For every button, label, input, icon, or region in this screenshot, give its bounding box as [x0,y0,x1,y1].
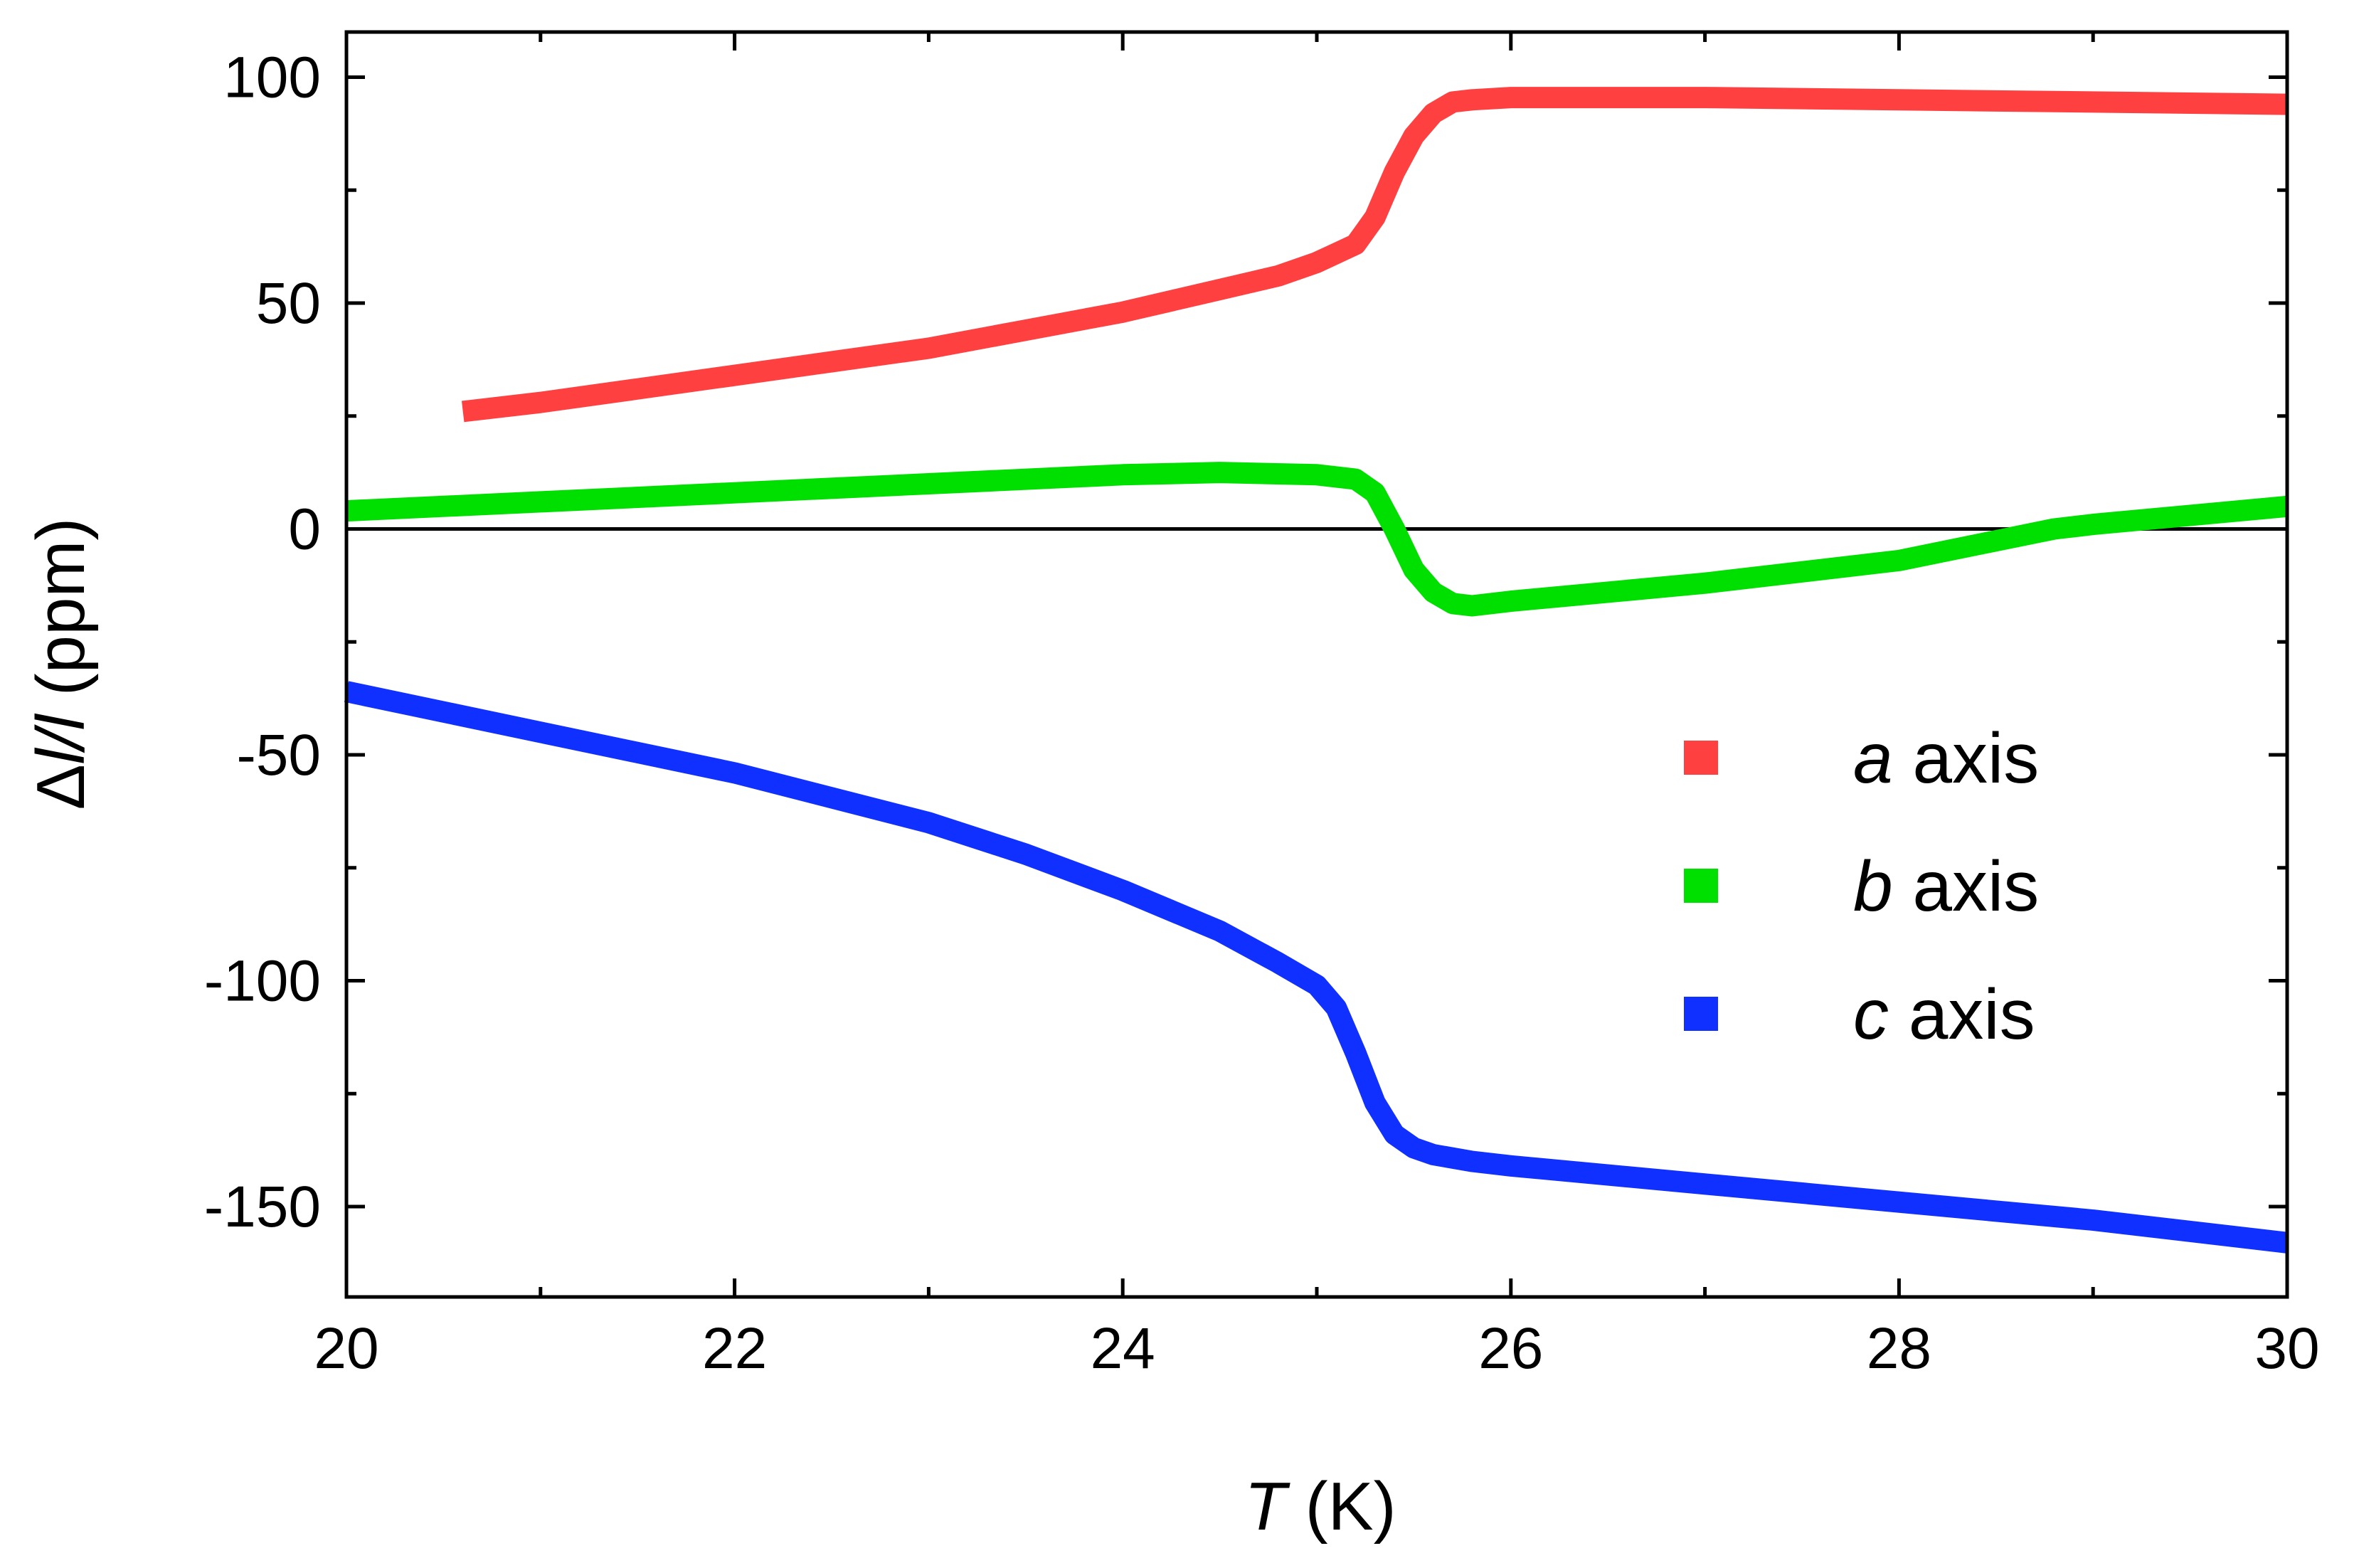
y-axis-title-prefix: Δ [23,764,99,810]
y-tick-label: -150 [204,1175,321,1239]
legend-label-a: a axis [1853,719,2039,798]
legend: a axis b axis c axis [1684,719,2039,1054]
legend-label-c-name: c [1853,975,1889,1054]
y-tick-label: 50 [256,271,321,336]
legend-label-b: b axis [1853,847,2039,926]
x-tick-label: 24 [1091,1316,1155,1381]
legend-swatch-a [1684,741,1718,775]
series-line-b [346,462,2289,617]
x-tick-label: 30 [2254,1316,2319,1381]
legend-label-a-name: a [1853,719,1893,798]
legend-label-b-name: b [1853,847,1893,926]
x-tick-label: 28 [1867,1316,1931,1381]
series-line-a [461,87,2288,423]
x-axis-title-symbol: T [1244,1468,1290,1545]
x-tick-label: 26 [1478,1316,1543,1381]
plot-frame [344,30,2289,1299]
x-axis-title-unit: (K) [1286,1468,1396,1545]
legend-label-b-suffix: axis [1893,847,2040,926]
legend-swatch-c [1684,997,1718,1031]
y-axis-title-symbol: l/l [23,713,99,764]
y-tick-label: 0 [288,497,321,562]
legend-item-a: a axis [1684,719,2039,798]
x-tick-label: 20 [314,1316,378,1381]
y-tick-label: -100 [204,949,321,1014]
series-layer [344,87,2289,1254]
x-tick-label: 22 [702,1316,767,1381]
series-line-c [344,681,2289,1254]
y-tick-label: -50 [236,723,321,788]
legend-label-c-suffix: axis [1889,975,2035,1054]
x-axis-title: T (K) [1244,1468,1396,1545]
legend-swatch-b [1684,869,1718,903]
y-axis-title: Δl/l (ppm) [23,518,99,810]
ticks-layer: 20 22 24 26 28 30 100 50 0 -50 -100 -150 [204,32,2320,1381]
y-tick-label: 100 [223,46,321,110]
legend-label-c: c axis [1853,975,2035,1054]
legend-item-c: c axis [1684,975,2035,1054]
legend-item-b: b axis [1684,847,2039,926]
legend-label-a-suffix: axis [1893,719,2040,798]
y-axis-title-unit: (ppm) [23,518,99,715]
